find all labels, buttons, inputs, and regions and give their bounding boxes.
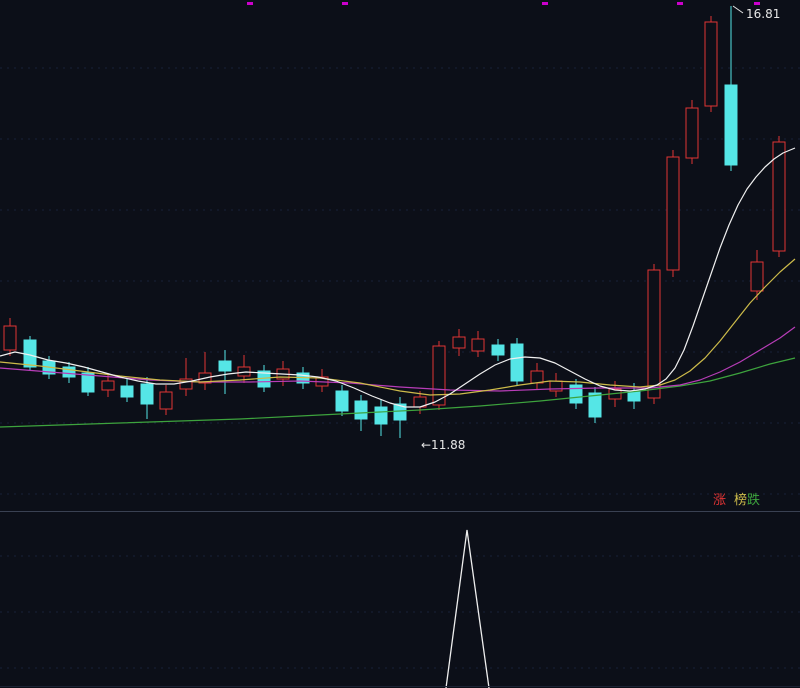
indicator-label-board: 榜 — [733, 493, 747, 508]
signal-marker — [542, 2, 548, 5]
candle-down — [120, 385, 134, 398]
candle-up — [772, 141, 786, 252]
indicator-label-rise: 涨 — [712, 493, 726, 508]
panel-divider[interactable] — [0, 511, 800, 512]
signal-marker — [342, 2, 348, 5]
indicator-label-row: 涨 榜 跌 — [713, 493, 760, 509]
period-low-label: ←11.88 — [421, 438, 465, 452]
candle-down — [218, 360, 232, 372]
ma-magenta — [0, 326, 796, 392]
signal-marker — [677, 2, 683, 5]
indicator-label-fall: 跌 — [746, 493, 760, 508]
ma-green — [0, 357, 796, 428]
candle-down — [724, 84, 738, 166]
ma-white — [0, 147, 796, 408]
ma-yellow — [0, 258, 796, 396]
candle-down — [62, 366, 76, 378]
candle-up — [471, 338, 485, 352]
candle-up — [3, 325, 17, 351]
candlestick-chart: 16.81 ←11.88 — [0, 2, 800, 495]
candle-down — [510, 343, 524, 382]
high-pointer-line — [732, 5, 744, 14]
candle-up — [750, 261, 764, 292]
candle-up — [101, 380, 115, 391]
candle-down — [335, 390, 349, 412]
signal-triangle — [445, 529, 490, 688]
period-high-label: 16.81 — [746, 7, 780, 21]
signal-chart — [0, 529, 800, 688]
candle-up — [432, 345, 446, 406]
candle-up — [452, 336, 466, 349]
signal-marker — [754, 2, 760, 5]
candle-down — [491, 344, 505, 356]
candle-up — [647, 269, 661, 399]
candle-up — [179, 378, 193, 390]
candle-down — [393, 403, 407, 421]
signal-indicator-panel[interactable] — [0, 512, 800, 688]
candle-down — [23, 339, 37, 368]
bottom-edge-line — [0, 686, 800, 687]
candle-up — [237, 366, 251, 377]
candle-down — [354, 400, 368, 420]
candle-up — [685, 107, 699, 159]
candle-up — [159, 391, 173, 410]
candle-up — [704, 21, 718, 107]
main-chart-panel[interactable]: 16.81 ←11.88 — [0, 0, 800, 512]
signal-marker — [247, 2, 253, 5]
candle-down — [81, 372, 95, 393]
candle-down — [588, 392, 602, 418]
candle-up — [530, 370, 544, 384]
candle-down — [374, 406, 388, 425]
candle-down — [140, 383, 154, 405]
candle-up — [666, 156, 680, 271]
candle-down — [569, 384, 583, 404]
